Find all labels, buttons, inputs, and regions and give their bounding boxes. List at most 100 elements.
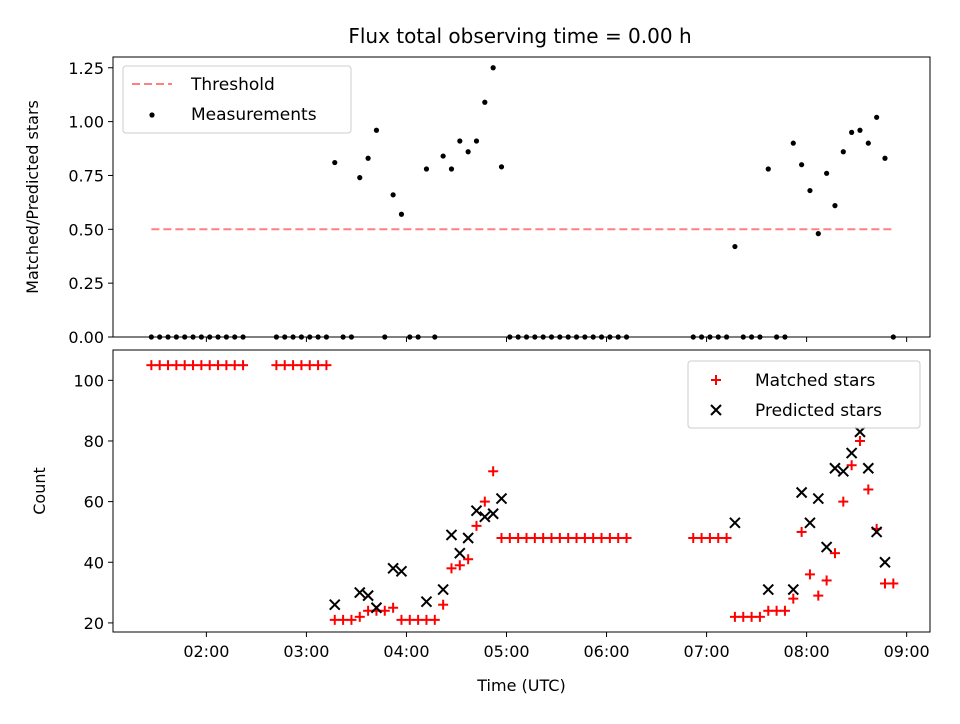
measurement-point [482, 99, 488, 105]
matched-star-point [729, 611, 740, 622]
measurement-point [824, 170, 830, 176]
bottom-panel: 20 40 60 80 100 02:00 03:00 04:00 05:00 06:00 07:0… [30, 349, 931, 695]
predicted-star-point [395, 565, 408, 578]
measurement-point [498, 164, 505, 170]
matched-star-point [338, 614, 349, 625]
x-tick-label: 02:00 [183, 642, 229, 661]
top-y-axis-label: Matched/Predicted stars [23, 100, 42, 294]
matched-star-point [471, 520, 482, 531]
x-tick-label: 05:00 [483, 642, 529, 661]
measurement-point [799, 162, 805, 168]
matched-star-point [554, 533, 565, 543]
measurement-point [857, 127, 863, 133]
predicted-star-point [812, 492, 824, 505]
y-tick-label: 0.75 [68, 166, 104, 185]
predicted-star-point [495, 492, 508, 505]
measurement-point [332, 159, 338, 166]
y-tick-label: 60 [84, 493, 104, 512]
legend-measurements-swatch [149, 112, 155, 118]
matched-star-point [421, 614, 432, 625]
measurement-point [465, 149, 471, 155]
matched-star-point [229, 360, 240, 371]
legend-measurements-label: Measurements [191, 105, 317, 125]
predicted-star-point [354, 586, 366, 599]
measurement-point [882, 155, 888, 161]
y-tick-label: 0.00 [68, 328, 104, 347]
matched-star-point [529, 533, 540, 543]
measurement-point [840, 149, 846, 155]
measurement-point [473, 138, 480, 144]
matched-star-point [238, 360, 249, 371]
matched-star-point [321, 360, 332, 371]
measurement-point [807, 187, 813, 194]
predicted-star-point [804, 517, 816, 529]
matched-star-point [813, 590, 824, 601]
measurement-point [865, 140, 871, 146]
predicted-star-point [845, 447, 858, 459]
predicted-star-point [837, 465, 850, 477]
predicted-star-point [445, 529, 458, 541]
matched-star-point [696, 533, 707, 543]
y-tick-label: 20 [84, 614, 104, 633]
predicted-star-point [487, 508, 499, 520]
legend-matched-label: Matched stars [755, 371, 875, 391]
matched-star-point [479, 496, 490, 507]
measurement-point [398, 211, 405, 217]
predicted-star-point [437, 583, 449, 596]
x-tick-label: 06:00 [583, 642, 629, 661]
matched-star-point [804, 569, 815, 580]
matched-star-point [346, 614, 357, 625]
measurement-point [440, 153, 446, 159]
matched-star-point [288, 360, 299, 371]
matched-star-point [821, 575, 832, 586]
matched-star-point [429, 614, 440, 625]
matched-star-point [796, 526, 807, 537]
matched-star-point [154, 360, 165, 371]
matched-star-point [404, 614, 415, 625]
measurement-point [732, 243, 738, 250]
predicted-star-point [370, 602, 383, 614]
matched-star-point [271, 360, 282, 371]
matched-star-point [388, 602, 399, 613]
predicted-star-point [870, 526, 883, 538]
measurement-point [815, 231, 821, 237]
matched-star-point [713, 533, 724, 543]
x-tick-label: 08:00 [784, 642, 830, 661]
y-tick-label: 1.25 [68, 59, 104, 78]
matched-star-point [513, 533, 524, 543]
measurement-point [790, 140, 796, 146]
predicted-star-point [479, 511, 491, 523]
matched-star-point [604, 533, 615, 543]
matched-star-point [879, 578, 890, 589]
matched-star-point [888, 578, 899, 589]
x-tick-label: 09:00 [884, 642, 930, 661]
matched-star-point [571, 533, 582, 543]
y-tick-label: 80 [84, 432, 104, 451]
matched-star-point [504, 533, 515, 543]
matched-star-point [188, 360, 199, 371]
chart-title: Flux total observing time = 0.00 h [348, 24, 691, 48]
legend-predicted-swatch [710, 404, 722, 416]
predicted-star-point [420, 595, 433, 608]
matched-star-point [488, 466, 499, 477]
predicted-star-point [470, 505, 483, 517]
matched-star-point [521, 533, 532, 543]
predicted-star-point [820, 541, 833, 553]
matched-star-point [613, 533, 624, 543]
matched-star-point [363, 605, 374, 616]
matched-star-point [721, 533, 732, 543]
y-tick-label: 100 [73, 371, 104, 390]
matched-star-point [838, 496, 849, 507]
matched-star-point [179, 360, 190, 371]
measurement-point [390, 192, 396, 198]
matched-star-point [304, 360, 315, 371]
matched-star-point [213, 360, 224, 371]
matched-star-point [454, 560, 465, 571]
matched-star-point [846, 460, 857, 471]
predicted-star-point [362, 589, 374, 602]
predicted-star-point [729, 517, 741, 529]
matched-star-point [546, 533, 557, 543]
predicted-star-point [329, 599, 341, 611]
matched-star-point [313, 360, 324, 371]
